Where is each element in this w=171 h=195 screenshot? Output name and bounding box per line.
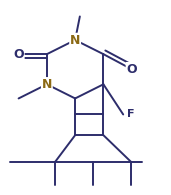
Text: F: F <box>127 109 134 120</box>
Text: N: N <box>70 34 80 47</box>
Text: O: O <box>13 48 24 61</box>
Text: O: O <box>126 63 137 76</box>
Text: N: N <box>42 78 52 91</box>
